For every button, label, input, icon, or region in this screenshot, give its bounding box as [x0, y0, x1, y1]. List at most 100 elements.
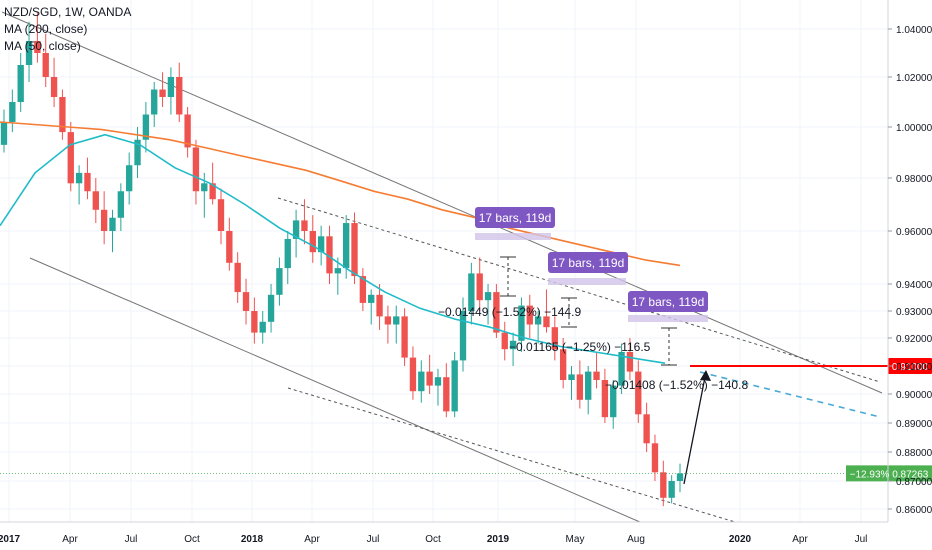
upper-dashed-line — [277, 197, 881, 383]
candle-body — [459, 311, 467, 361]
x-tick-label: 2019 — [487, 534, 510, 545]
candle-body — [42, 53, 49, 77]
x-tick-label: 2017 — [0, 534, 21, 545]
candle-body — [9, 102, 16, 122]
candle-body — [593, 371, 600, 380]
candle-body — [493, 292, 500, 333]
x-tick-label: Apr — [792, 534, 808, 545]
candle-body — [393, 316, 400, 325]
candle-body — [292, 220, 300, 239]
candle-body — [276, 268, 283, 295]
candle-body — [309, 231, 316, 253]
lower-channel-line — [29, 257, 641, 523]
candle-body — [409, 357, 417, 392]
candle-body — [359, 276, 367, 303]
symbol-title: NZD/SGD, 1W, OANDA — [4, 5, 132, 19]
candle-body — [259, 321, 266, 333]
ma50-line — [0, 133, 666, 364]
candle-body — [242, 292, 250, 311]
y-tick-label: 1.02000 — [896, 73, 932, 84]
candle-body — [159, 89, 166, 97]
candle-body — [334, 268, 341, 274]
candle-body — [484, 292, 492, 301]
candle-body — [251, 311, 258, 333]
grid — [0, 0, 888, 522]
candle-body — [100, 209, 108, 231]
x-tick-label: 2018 — [241, 534, 264, 545]
candle-body — [635, 371, 642, 415]
lower-dashed-line — [287, 387, 736, 523]
candle-body — [284, 238, 291, 269]
candle-body — [601, 380, 609, 418]
y-tick-label: 1.00000 — [896, 123, 932, 134]
candle-body — [226, 231, 233, 263]
candle-body — [134, 139, 141, 166]
y-tick-label: 0.96000 — [896, 227, 932, 238]
bars-badge — [628, 291, 708, 312]
candle-body — [50, 77, 58, 97]
candle-body — [384, 316, 392, 325]
annotations: 0.91000 17 bars, 119d 17 bars, 119d 17 bars… — [0, 207, 932, 485]
candle-body — [434, 377, 442, 386]
bars-badge — [475, 207, 555, 228]
candle-body — [426, 371, 433, 386]
candle-body — [660, 472, 667, 498]
projection-line — [699, 371, 881, 418]
candle-body — [301, 220, 308, 231]
bars-range-box — [628, 315, 708, 322]
candle-body — [209, 183, 216, 200]
candle-body — [534, 316, 542, 325]
candle-body — [67, 132, 74, 184]
candle-body — [559, 349, 567, 380]
candle-body — [192, 147, 200, 192]
target-price-label: 0.91000 — [892, 362, 929, 373]
x-tick-label: May — [566, 534, 585, 545]
candle-body — [234, 262, 241, 293]
candle-body — [167, 77, 175, 97]
y-tick-label: 0.87000 — [896, 477, 932, 488]
candle-body — [184, 114, 191, 148]
candle-body — [576, 374, 584, 400]
candle-body — [343, 223, 350, 269]
candle-body — [0, 122, 8, 145]
projection-arrow-head — [700, 370, 711, 381]
candle-body — [585, 371, 592, 400]
candle-body — [109, 217, 116, 231]
y-tick-label: 0.92000 — [896, 334, 932, 345]
ma200-line — [0, 121, 681, 267]
candle-body — [443, 377, 450, 412]
candle-body — [17, 65, 24, 102]
candle-body — [676, 473, 684, 481]
moving-averages — [0, 121, 681, 364]
candle-body — [643, 414, 650, 444]
candle-body — [526, 305, 533, 325]
candle-body — [176, 77, 183, 115]
candle-body — [217, 199, 225, 231]
candle-body — [25, 41, 33, 65]
candle-body — [142, 114, 150, 140]
y-tick-label: 0.93000 — [896, 307, 932, 318]
bars-badge-label: 17 bars, 119d — [632, 295, 705, 309]
candle-body — [201, 183, 208, 192]
y-tick-label: 0.94000 — [896, 280, 932, 291]
last-price-label: −12.93% 0.87263 — [850, 469, 929, 480]
candle-body — [551, 327, 558, 350]
candle-body — [92, 191, 99, 210]
candles — [0, 12, 684, 507]
candle-body — [368, 294, 375, 303]
candle-body — [418, 371, 425, 392]
candle-body — [151, 89, 158, 115]
y-tick-label: 0.90000 — [896, 390, 932, 401]
candle-body — [117, 191, 125, 218]
last-price-badge — [846, 465, 932, 482]
candle-body — [476, 273, 483, 301]
y-tick-label: 0.86000 — [896, 505, 932, 516]
bars-badge-label: 17 bars, 119d — [479, 211, 552, 225]
y-tick-label: 0.88000 — [896, 448, 932, 459]
bars-range-box — [475, 233, 551, 240]
candle-body — [267, 294, 275, 322]
x-tick-label: Oct — [425, 534, 441, 545]
target-price-badge — [888, 358, 932, 374]
